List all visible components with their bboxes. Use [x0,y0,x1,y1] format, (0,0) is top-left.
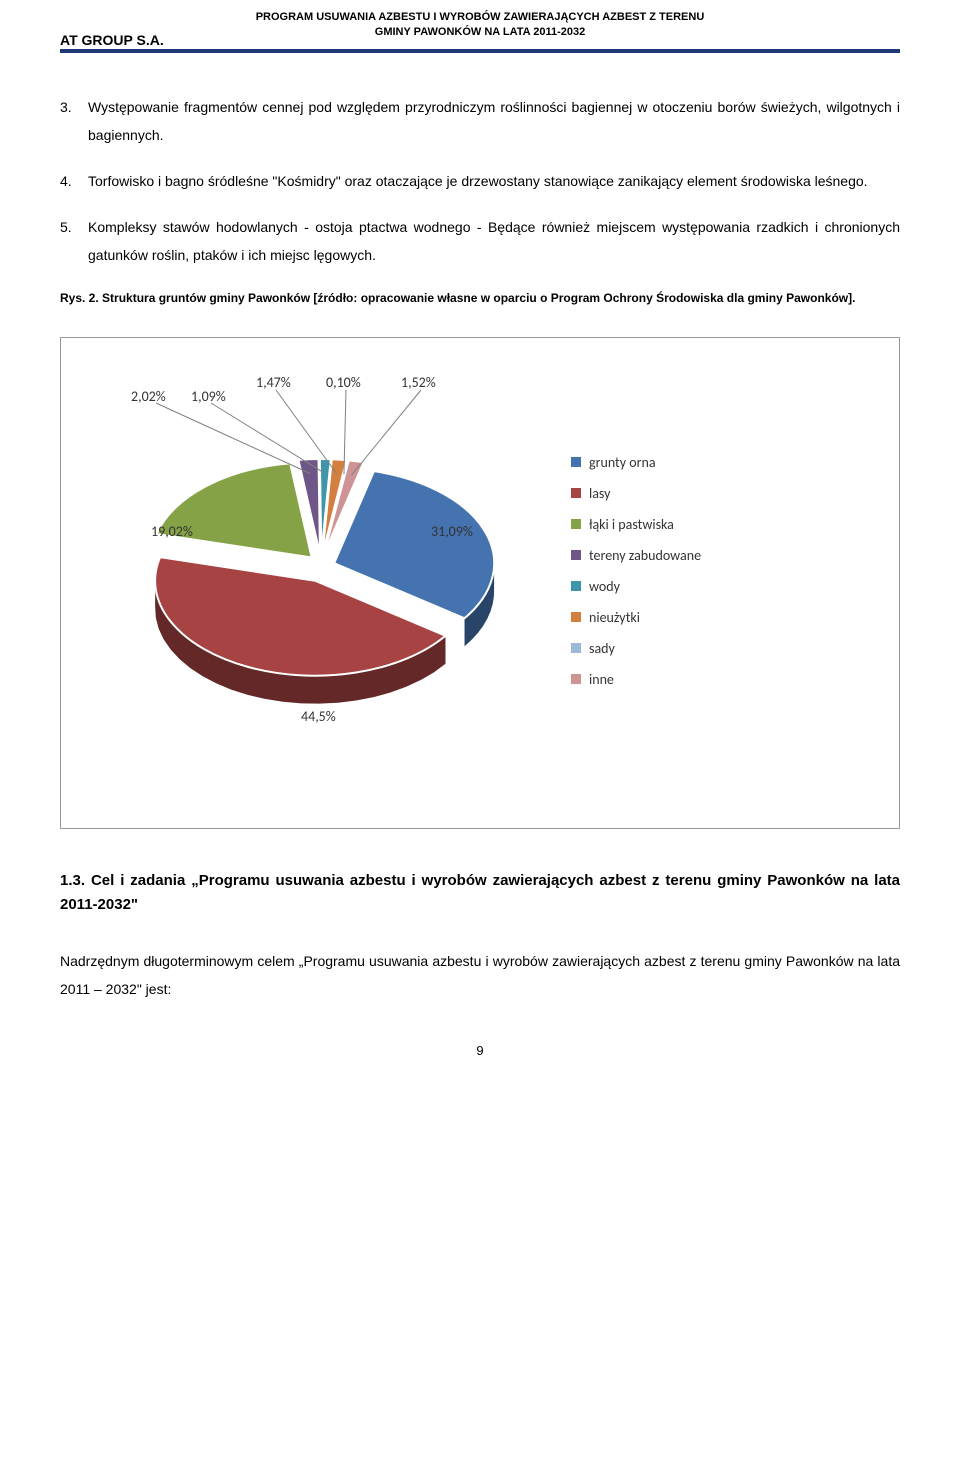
legend-swatch [571,488,581,498]
pct-label: 44,5% [301,708,336,725]
pct-label: 2,02% [131,388,166,405]
pct-label: 31,09% [431,523,473,540]
header-rule [60,49,900,53]
list-item: 4. Torfowisko i bagno śródleśne "Kośmidr… [60,167,900,195]
legend-item: inne [571,671,701,688]
list-item: 5. Kompleksy stawów hodowlanych - ostoja… [60,213,900,269]
list-text: Występowanie fragmentów cennej pod wzglę… [88,93,900,149]
body-paragraph: Nadrzędnym długoterminowym celem „Progra… [60,947,900,1003]
legend-swatch [571,581,581,591]
pie-svg [101,368,541,788]
list-item: 3. Występowanie fragmentów cennej pod wz… [60,93,900,149]
pct-label: 19,02% [151,523,193,540]
legend-label: sady [589,640,615,657]
legend-swatch [571,519,581,529]
legend-label: wody [589,578,620,595]
company-name: AT GROUP S.A. [60,32,168,48]
legend-item: sady [571,640,701,657]
list-text: Torfowisko i bagno śródleśne "Kośmidry" … [88,167,900,195]
list-num: 3. [60,93,88,149]
pct-label: 0,10% [326,374,361,391]
legend-item: łąki i pastwiska [571,516,701,533]
pie-chart: 2,02% 1,09% 1,47% 0,10% 1,52% 19,02% 31,… [101,368,541,788]
legend-label: inne [589,671,614,688]
legend-swatch [571,457,581,467]
legend-swatch [571,612,581,622]
pct-label: 1,52% [401,374,436,391]
page-header: PROGRAM USUWANIA AZBESTU I WYROBÓW ZAWIE… [60,10,900,53]
legend-item: lasy [571,485,701,502]
legend-item: grunty orna [571,454,701,471]
list-num: 5. [60,213,88,269]
legend-label: grunty orna [589,454,656,471]
header-line1: PROGRAM USUWANIA AZBESTU I WYROBÓW ZAWIE… [256,11,705,23]
pct-label: 1,09% [191,388,226,405]
document-page: PROGRAM USUWANIA AZBESTU I WYROBÓW ZAWIE… [0,0,960,1098]
chart-legend: grunty orna lasy łąki i pastwiska tereny… [571,454,701,702]
header-line2: GMINY PAWONKÓW NA LATA 2011-2032 [375,26,585,38]
figure-caption: Rys. 2. Struktura gruntów gminy Pawonków… [60,289,900,307]
numbered-list: 3. Występowanie fragmentów cennej pod wz… [60,93,900,269]
list-num: 4. [60,167,88,195]
section-title: 1.3. Cel i zadania „Programu usuwania az… [60,869,900,917]
page-number: 9 [60,1043,900,1058]
header-title: PROGRAM USUWANIA AZBESTU I WYROBÓW ZAWIE… [60,10,900,47]
legend-label: tereny zabudowane [589,547,701,564]
legend-item: tereny zabudowane [571,547,701,564]
legend-swatch [571,674,581,684]
legend-swatch [571,643,581,653]
legend-label: łąki i pastwiska [589,516,674,533]
legend-swatch [571,550,581,560]
legend-label: nieużytki [589,609,640,626]
legend-item: wody [571,578,701,595]
pie-chart-container: 2,02% 1,09% 1,47% 0,10% 1,52% 19,02% 31,… [60,337,900,829]
list-text: Kompleksy stawów hodowlanych - ostoja pt… [88,213,900,269]
legend-label: lasy [589,485,610,502]
pct-label: 1,47% [256,374,291,391]
legend-item: nieużytki [571,609,701,626]
